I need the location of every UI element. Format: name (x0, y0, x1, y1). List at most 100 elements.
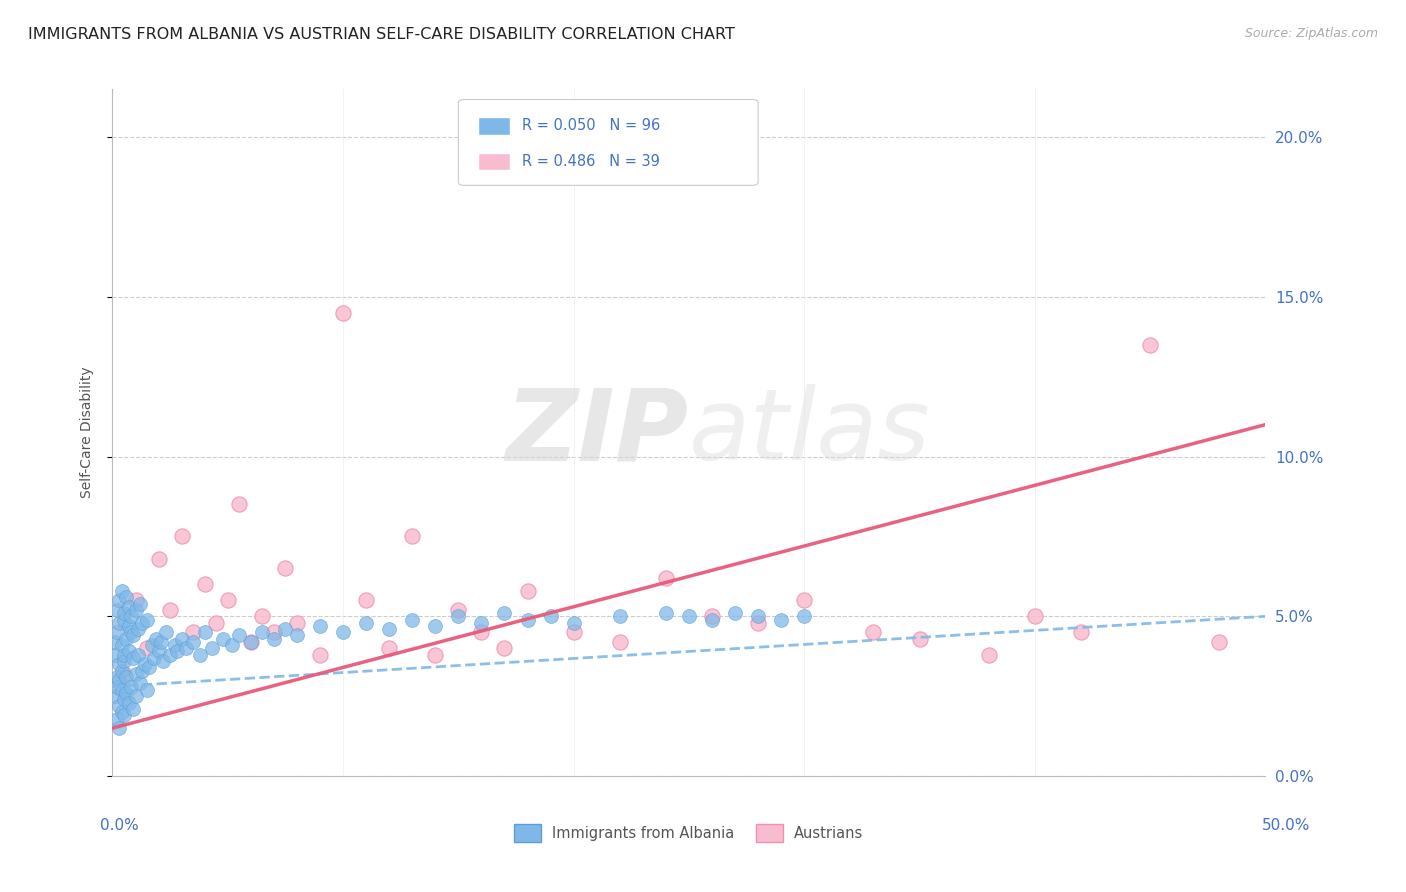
Point (131, 664, 153, 678)
Point (332, 625, 354, 640)
Point (112, 692, 135, 706)
Point (516, 613, 538, 627)
Point (609, 609, 631, 624)
Point (1139, 338, 1161, 352)
Point (122, 650, 145, 665)
Point (228, 498, 250, 512)
Text: 0.0%: 0.0% (100, 818, 139, 832)
Point (274, 561, 297, 575)
Point (141, 638, 163, 652)
Point (105, 625, 128, 640)
Point (1208, 635, 1230, 649)
Point (115, 632, 138, 646)
Point (111, 664, 134, 678)
Point (143, 650, 166, 665)
Y-axis label: Self-Care Disability: Self-Care Disability (80, 367, 94, 499)
Point (470, 625, 492, 640)
Point (401, 529, 423, 543)
Point (174, 641, 197, 656)
Point (136, 641, 159, 656)
Point (108, 615, 131, 630)
Point (131, 615, 153, 630)
Point (112, 648, 135, 662)
Point (724, 606, 747, 620)
Point (149, 635, 172, 649)
Point (112, 654, 135, 668)
Point (378, 622, 401, 636)
Point (201, 641, 224, 656)
Point (747, 609, 769, 624)
Point (111, 682, 134, 697)
Point (562, 615, 585, 630)
Point (112, 606, 135, 620)
Point (120, 625, 142, 640)
Point (425, 648, 447, 662)
Point (770, 613, 793, 627)
Point (494, 606, 516, 620)
Point (105, 712, 128, 726)
Point (221, 638, 243, 652)
Point (117, 696, 139, 710)
Bar (478, 117, 510, 135)
Point (447, 603, 470, 617)
Point (108, 657, 131, 672)
Text: atlas: atlas (689, 384, 931, 481)
Point (793, 593, 815, 607)
Point (145, 632, 167, 646)
Point (285, 615, 308, 630)
Point (108, 593, 131, 607)
Point (148, 551, 170, 566)
Point (112, 666, 135, 681)
Point (112, 613, 135, 627)
Point (166, 644, 188, 658)
Point (609, 635, 631, 649)
Point (136, 682, 159, 697)
Point (136, 613, 159, 627)
Point (194, 577, 217, 591)
Point (263, 625, 285, 640)
Point (105, 670, 128, 684)
Point (181, 625, 204, 640)
Point (111, 705, 134, 719)
Point (655, 571, 678, 585)
Point (700, 613, 723, 627)
Point (120, 680, 142, 694)
Point (104, 689, 127, 703)
FancyBboxPatch shape (458, 100, 758, 186)
Point (148, 644, 170, 658)
Point (700, 609, 723, 624)
Point (562, 625, 585, 640)
Point (470, 615, 492, 630)
Point (108, 721, 131, 735)
Point (252, 625, 274, 640)
Point (908, 632, 931, 646)
Point (117, 619, 139, 633)
Point (129, 676, 152, 690)
Point (678, 609, 700, 624)
Point (124, 666, 146, 681)
Point (105, 680, 128, 694)
Text: R = 0.050   N = 96: R = 0.050 N = 96 (522, 119, 659, 134)
Point (285, 628, 308, 642)
Point (194, 625, 217, 640)
Point (274, 622, 297, 636)
Point (127, 648, 149, 662)
Text: R = 0.486   N = 39: R = 0.486 N = 39 (522, 154, 659, 169)
Point (354, 593, 377, 607)
Point (977, 648, 1000, 662)
Point (111, 638, 134, 652)
Point (494, 641, 516, 656)
Point (105, 603, 128, 617)
Point (122, 702, 145, 716)
Text: ZIP: ZIP (506, 384, 689, 481)
Point (112, 708, 135, 723)
Point (170, 529, 193, 543)
Text: IMMIGRANTS FROM ALBANIA VS AUSTRIAN SELF-CARE DISABILITY CORRELATION CHART: IMMIGRANTS FROM ALBANIA VS AUSTRIAN SELF… (28, 27, 735, 42)
Point (124, 689, 146, 703)
Text: Source: ZipAtlas.com: Source: ZipAtlas.com (1244, 27, 1378, 40)
Point (163, 638, 186, 652)
Point (747, 615, 769, 630)
Point (117, 599, 139, 614)
Point (228, 628, 250, 642)
Point (378, 641, 401, 656)
